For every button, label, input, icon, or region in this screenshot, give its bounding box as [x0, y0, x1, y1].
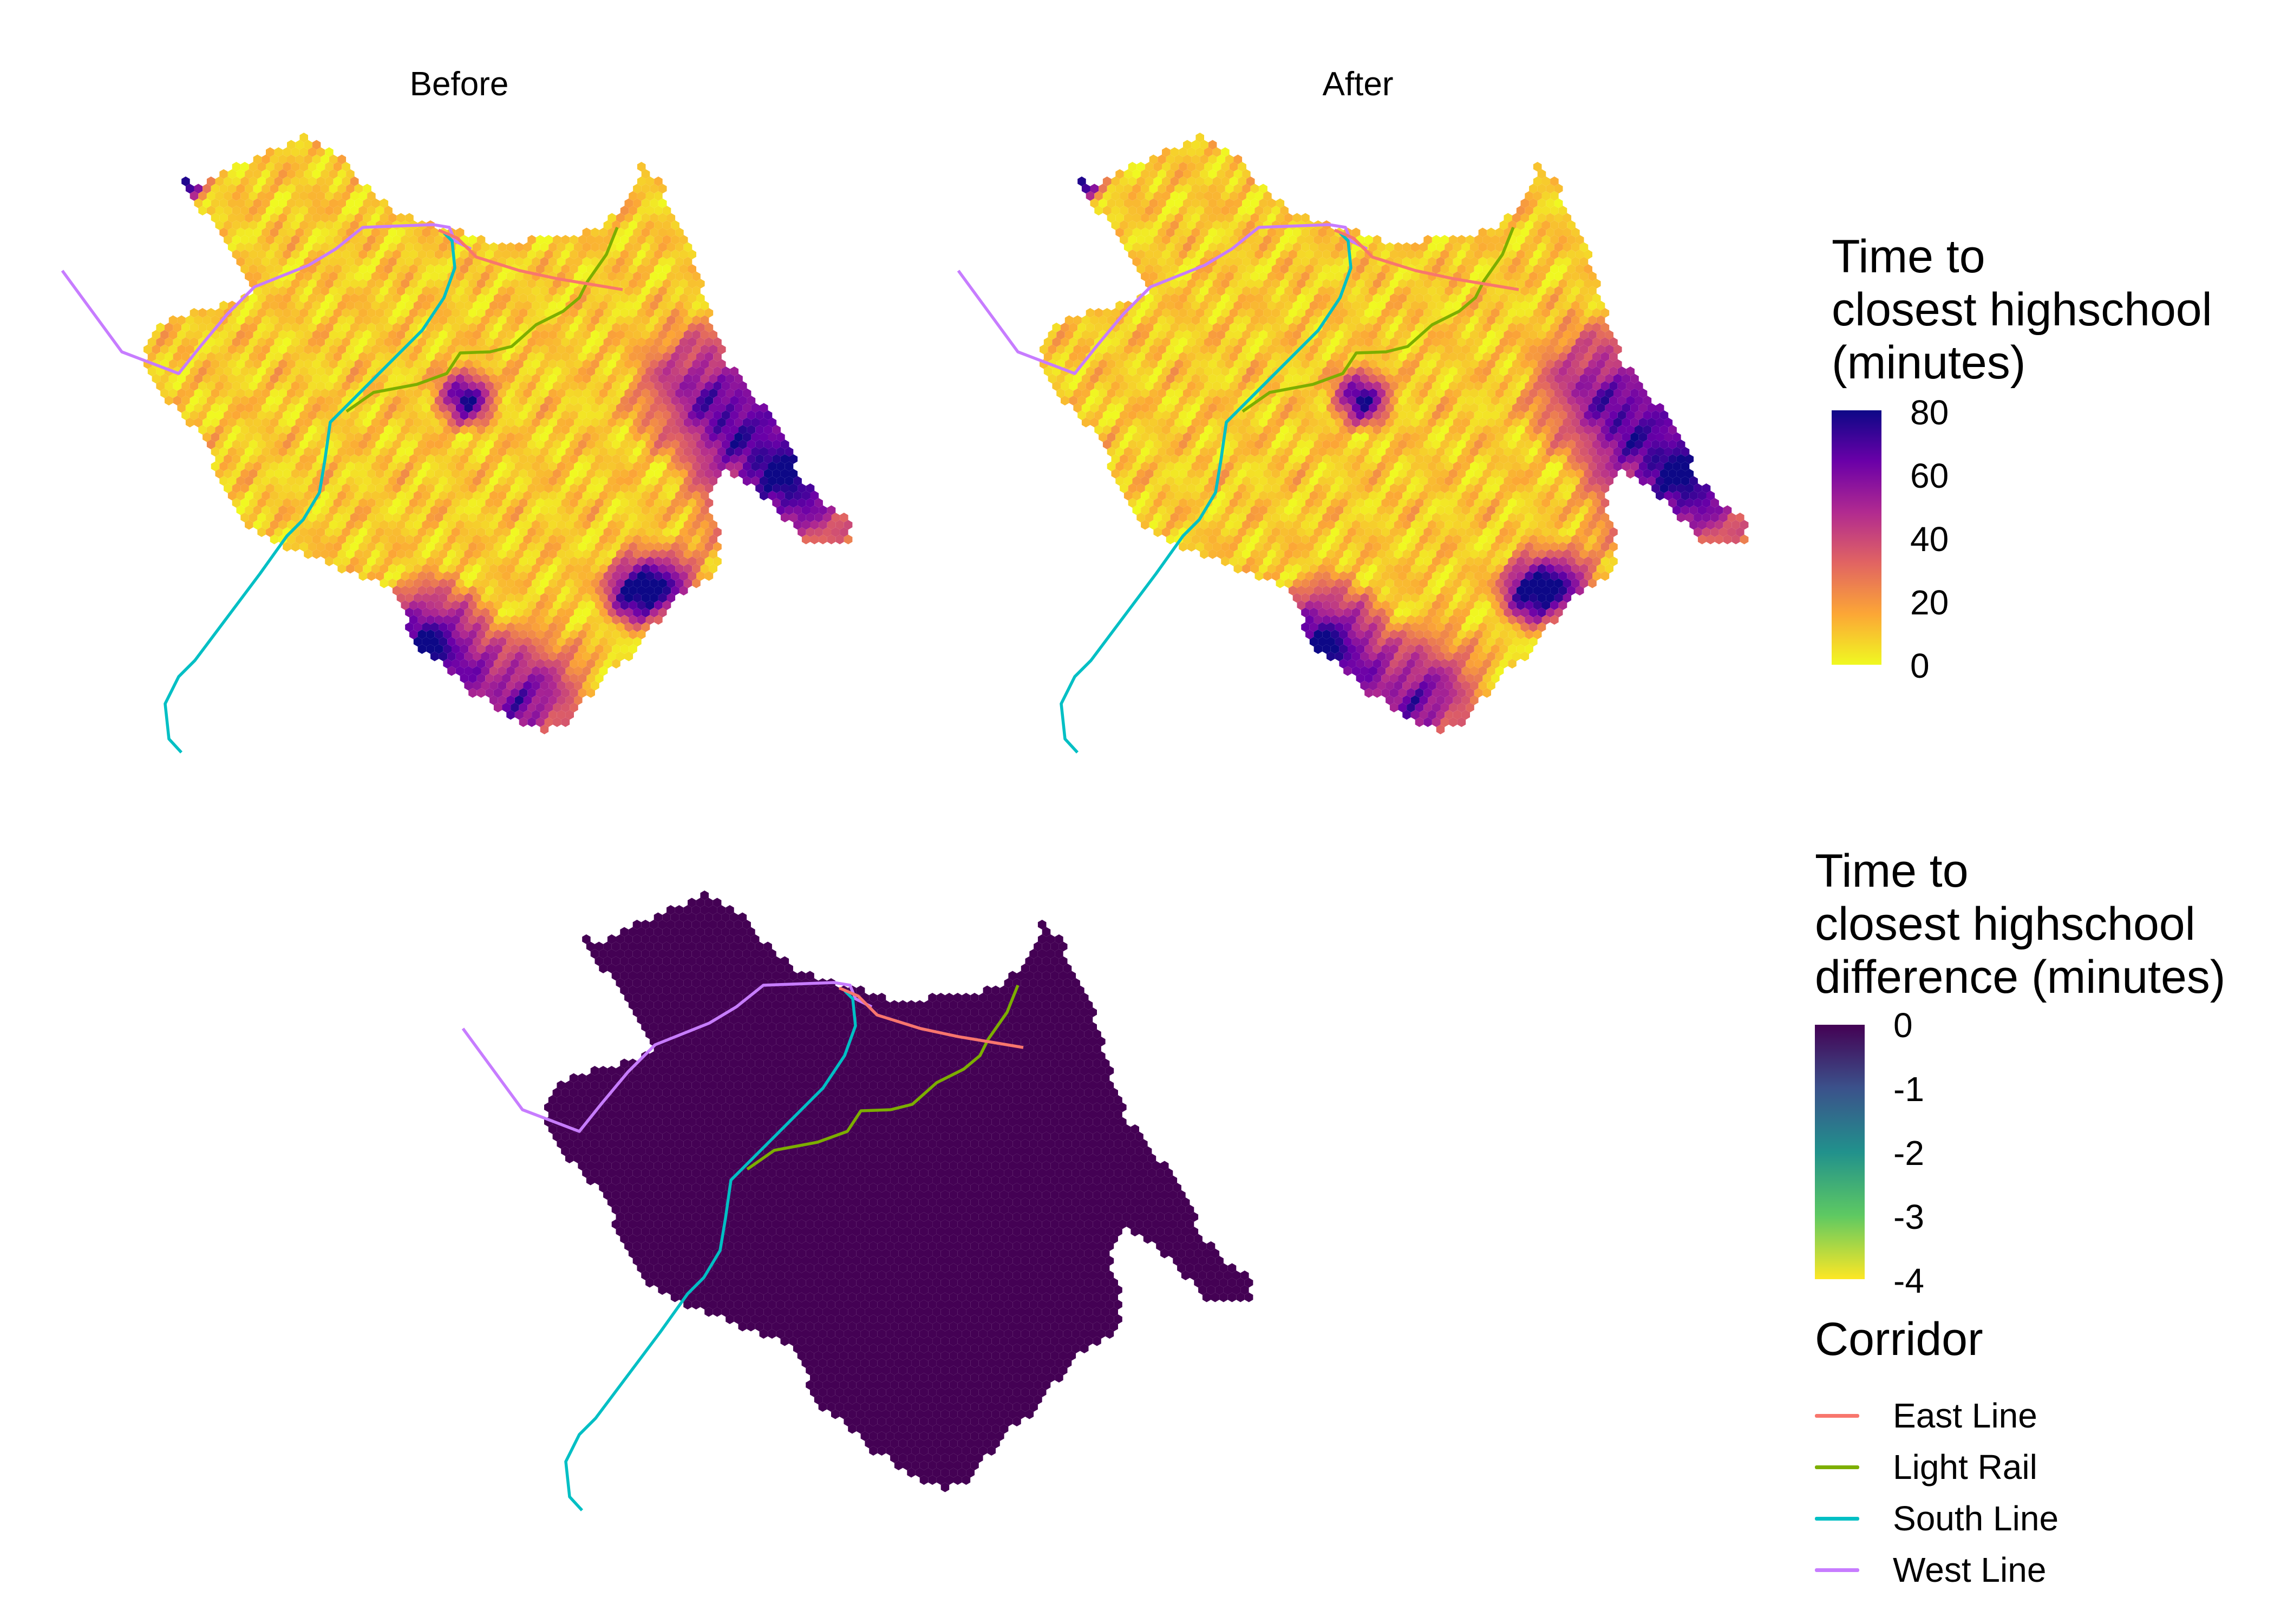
- map-before: [61, 133, 853, 754]
- legend-time-colorbar: [1832, 410, 1881, 665]
- legend-diff-tick-0: 0: [1893, 1006, 1913, 1045]
- south-line-route: [564, 990, 857, 1511]
- west-line-route: [957, 223, 1368, 375]
- legend-time-title-line1: Time to: [1832, 231, 1985, 283]
- east-line-route: [1334, 228, 1519, 291]
- east-line-route: [437, 228, 623, 291]
- legend-diff-title-line3: difference (minutes): [1815, 951, 2226, 1003]
- west-line-route: [61, 223, 472, 375]
- legend-time-title-line2: closest highschool: [1832, 284, 2212, 336]
- map-difference: [461, 890, 1253, 1511]
- legend-diff-tick-minus1: -1: [1893, 1070, 1924, 1109]
- legend-corridor-title: Corridor: [1815, 1313, 1983, 1365]
- legend-time-tick-0: 0: [1910, 646, 1930, 685]
- legend-diff-tick-minus2: -2: [1893, 1134, 1924, 1173]
- legend-diff-colorbar: [1815, 1025, 1865, 1279]
- panel-title-before: Before: [409, 66, 509, 103]
- south-line-route: [1060, 232, 1352, 754]
- hex-grid: [143, 133, 853, 735]
- map-after: [957, 133, 1749, 754]
- legend-time-tick-40: 40: [1910, 520, 1949, 559]
- east-line-route: [838, 986, 1024, 1049]
- light-rail-route: [345, 226, 619, 413]
- south-line-label: South Line: [1893, 1499, 2059, 1538]
- west-line-route: [461, 981, 873, 1133]
- legend-item-west-line: West Line: [1815, 1550, 2047, 1589]
- south-line-route: [164, 232, 456, 754]
- legend-time-tick-60: 60: [1910, 456, 1949, 495]
- legend-diff-title-line2: closest highschool: [1815, 898, 2195, 950]
- legend-diff-tick-minus3: -3: [1893, 1197, 1924, 1236]
- legend-time-title-line3: (minutes): [1832, 337, 2026, 389]
- hex-grid: [1040, 133, 1749, 735]
- light-rail-route: [1241, 226, 1515, 413]
- panel-title-after: After: [1322, 66, 1394, 103]
- light-rail-swatch: [1815, 1465, 1859, 1469]
- west-line-label: West Line: [1893, 1550, 2047, 1589]
- legend-diff-title: Time to closest highschool difference (m…: [1815, 844, 2225, 1004]
- hex-grid: [544, 890, 1253, 1492]
- east-line-swatch: [1815, 1413, 1859, 1418]
- south-line-swatch: [1815, 1516, 1859, 1521]
- legend-diff-title-line1: Time to: [1815, 845, 1969, 897]
- legend-item-south-line: South Line: [1815, 1499, 2059, 1538]
- light-rail-label: Light Rail: [1893, 1448, 2037, 1487]
- legend-diff-tick-minus4: -4: [1893, 1261, 1924, 1300]
- east-line-label: East Line: [1893, 1396, 2037, 1435]
- legend-time-title: Time to closest highschool (minutes): [1832, 230, 2212, 389]
- legend-time-tick-80: 80: [1910, 393, 1949, 432]
- west-line-swatch: [1815, 1568, 1859, 1572]
- legend-item-light-rail: Light Rail: [1815, 1448, 2037, 1487]
- light-rail-route: [746, 984, 1020, 1171]
- legend-item-east-line: East Line: [1815, 1396, 2037, 1435]
- legend-time-tick-20: 20: [1910, 583, 1949, 622]
